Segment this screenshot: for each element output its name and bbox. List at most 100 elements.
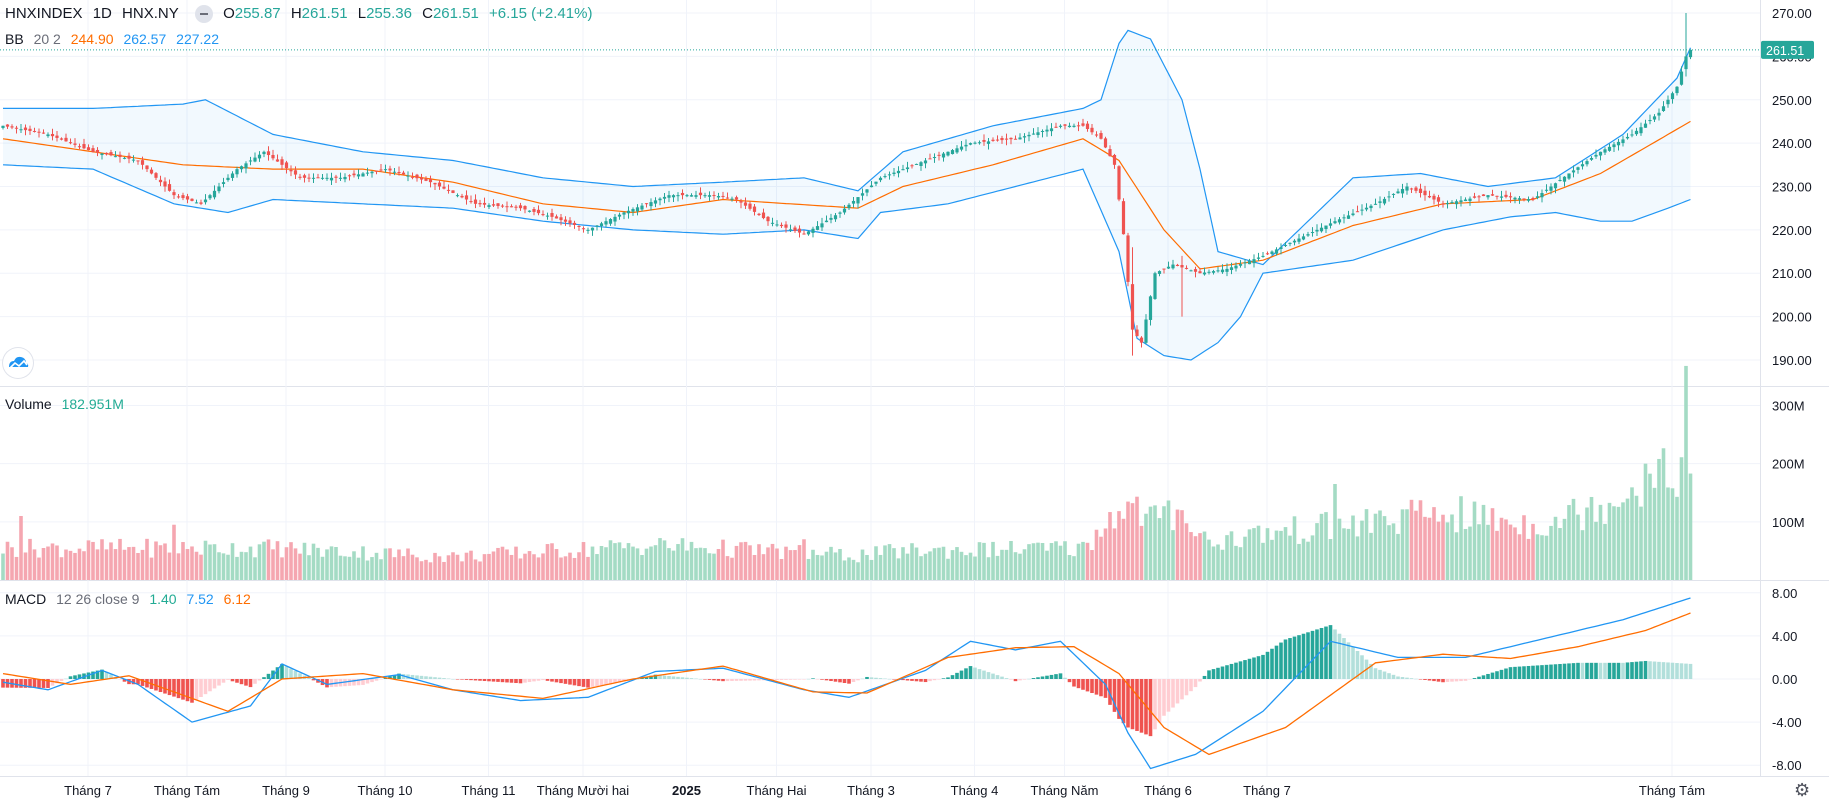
candle-body (343, 176, 347, 180)
macd-histogram-bar (1670, 662, 1675, 679)
macd-histogram-bar (284, 666, 289, 679)
candle-body (1040, 130, 1045, 132)
volume-bar (1675, 496, 1679, 580)
candle-body (352, 173, 356, 176)
bb-name[interactable]: BB (5, 31, 24, 47)
candle-body (847, 204, 851, 209)
interval-label[interactable]: 1D (92, 5, 112, 22)
exchange-label: HNX.NY (122, 5, 179, 22)
volume-bar (676, 544, 680, 580)
volume-bar (860, 549, 865, 580)
candle-body (1576, 167, 1580, 170)
close-value: 261.51 (432, 5, 479, 22)
volume-bar (599, 546, 604, 580)
macd-histogram-bar (905, 679, 910, 681)
candle-body (158, 179, 163, 183)
candle-body (653, 200, 658, 204)
macd-histogram-bar (428, 676, 433, 679)
volume-bar (1468, 526, 1472, 580)
macd-histogram-bar (280, 663, 284, 679)
macd-name[interactable]: MACD (5, 591, 47, 607)
macd-histogram-bar (1252, 657, 1256, 679)
candle-body (739, 201, 743, 203)
volume-bar (1090, 550, 1094, 580)
volume-bar (1040, 543, 1045, 580)
bb-band-fill (3, 30, 1691, 360)
candle-body (599, 223, 604, 226)
macd-histogram-bar (1571, 663, 1576, 679)
candle-body (1211, 271, 1216, 273)
macd-histogram-bar (104, 672, 109, 679)
volume-bar (140, 549, 145, 580)
volume-bar (968, 552, 973, 580)
macd-histogram-bar (937, 679, 941, 680)
open-label: O (223, 5, 235, 22)
candle-body (347, 175, 352, 177)
volume-bar (1612, 506, 1616, 580)
eye-toggle-icon[interactable] (194, 5, 213, 24)
volume-bar (649, 546, 653, 580)
candle-body (478, 203, 482, 205)
candle-body (1414, 187, 1418, 191)
candle-body (172, 192, 176, 196)
macd-histogram-bar (941, 678, 946, 679)
candle-body (154, 173, 158, 178)
volume-bar (734, 545, 739, 580)
volume-bar (959, 551, 964, 580)
macd-histogram-bar (77, 674, 82, 679)
candle-body (851, 200, 856, 204)
candle-body (50, 133, 55, 137)
macd-histogram-bar (1180, 679, 1184, 700)
volume-bar (1063, 541, 1067, 580)
volume-bar (689, 541, 694, 580)
volume-bar (1436, 521, 1441, 580)
volume-bar (581, 542, 586, 580)
candle-body (793, 227, 797, 231)
volume-bar (541, 553, 545, 580)
candle-body (217, 186, 221, 192)
macd-histogram-bar (275, 667, 280, 679)
volume-bar (1324, 512, 1328, 580)
macd-histogram-bar (829, 679, 833, 682)
time-axis-label: Tháng 4 (951, 783, 999, 798)
candle-body (181, 195, 185, 199)
candle-body (617, 214, 622, 217)
volume-bar (1603, 523, 1607, 580)
volume-bar (1175, 509, 1180, 580)
candle-body (901, 169, 905, 171)
macd-histogram-bar (1094, 679, 1099, 695)
candle-body (446, 189, 451, 191)
macd-histogram-bar (136, 679, 140, 685)
candle-body (271, 154, 275, 159)
candle-body (293, 170, 298, 175)
candle-body (811, 228, 815, 233)
symbol-label[interactable]: HNXINDEX (5, 5, 83, 22)
macd-histogram-bar (1423, 679, 1427, 680)
volume-bar (1058, 545, 1063, 580)
macd-histogram-bar (550, 679, 554, 682)
volume-bar (941, 546, 946, 580)
cloud-logo-icon[interactable] (3, 348, 33, 378)
volume-bar (1643, 463, 1648, 580)
volume-value: 182.951M (61, 396, 124, 412)
macd-histogram-bar (865, 676, 869, 679)
macd-axis-tick-label: -4.00 (1772, 715, 1802, 730)
macd-histogram-bar (95, 670, 100, 679)
time-axis-label: Tháng 7 (1243, 783, 1291, 798)
candle-body (334, 176, 338, 178)
candle-body (505, 206, 509, 208)
volume-bar (73, 552, 77, 580)
volume-name[interactable]: Volume (5, 396, 52, 412)
gear-icon[interactable]: ⚙ (1794, 780, 1811, 800)
volume-bar (275, 541, 280, 580)
candle-body (338, 177, 343, 179)
macd-histogram-bar (1247, 658, 1252, 679)
volume-bar (1049, 543, 1054, 580)
volume-bar (419, 561, 424, 580)
candle-body (1387, 196, 1391, 198)
volume-bar (1279, 530, 1283, 580)
candle-body (1162, 268, 1166, 270)
volume-bar (127, 547, 131, 580)
